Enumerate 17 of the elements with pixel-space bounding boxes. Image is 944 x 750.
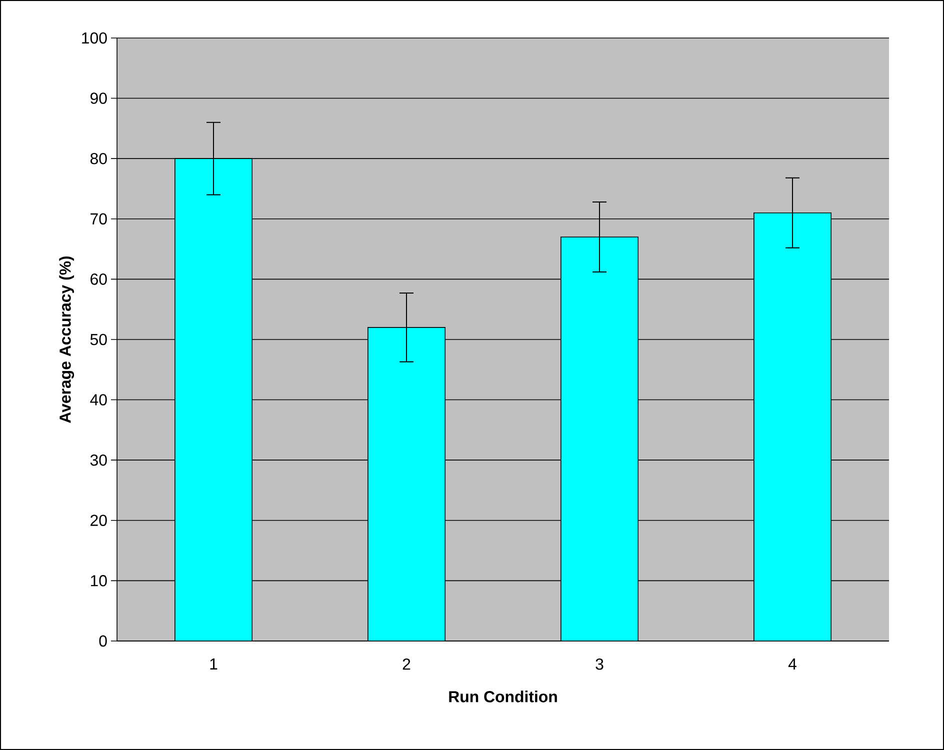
x-tick-label: 1 [210, 658, 218, 670]
x-tick-label: 3 [596, 658, 604, 670]
y-tick-label: 60 [90, 274, 107, 285]
x-axis-title: Run Condition [449, 690, 557, 702]
y-tick-label: 40 [90, 394, 107, 406]
y-tick-label: 30 [90, 454, 107, 466]
x-tick-label: 4 [788, 658, 796, 670]
y-tick-label: 100 [82, 32, 107, 44]
y-tick-label: 10 [90, 575, 107, 586]
y-tick-label: 20 [90, 514, 107, 526]
y-tick-label: 80 [90, 152, 107, 164]
y-tick-label: 50 [90, 334, 107, 346]
y-tick-label: 70 [90, 213, 107, 225]
x-tick-label: 2 [402, 658, 410, 670]
y-tick-label: 90 [90, 92, 107, 104]
y-tick-label: 0 [99, 635, 107, 647]
y-axis-title: Average Accuracy (%) [59, 256, 74, 423]
